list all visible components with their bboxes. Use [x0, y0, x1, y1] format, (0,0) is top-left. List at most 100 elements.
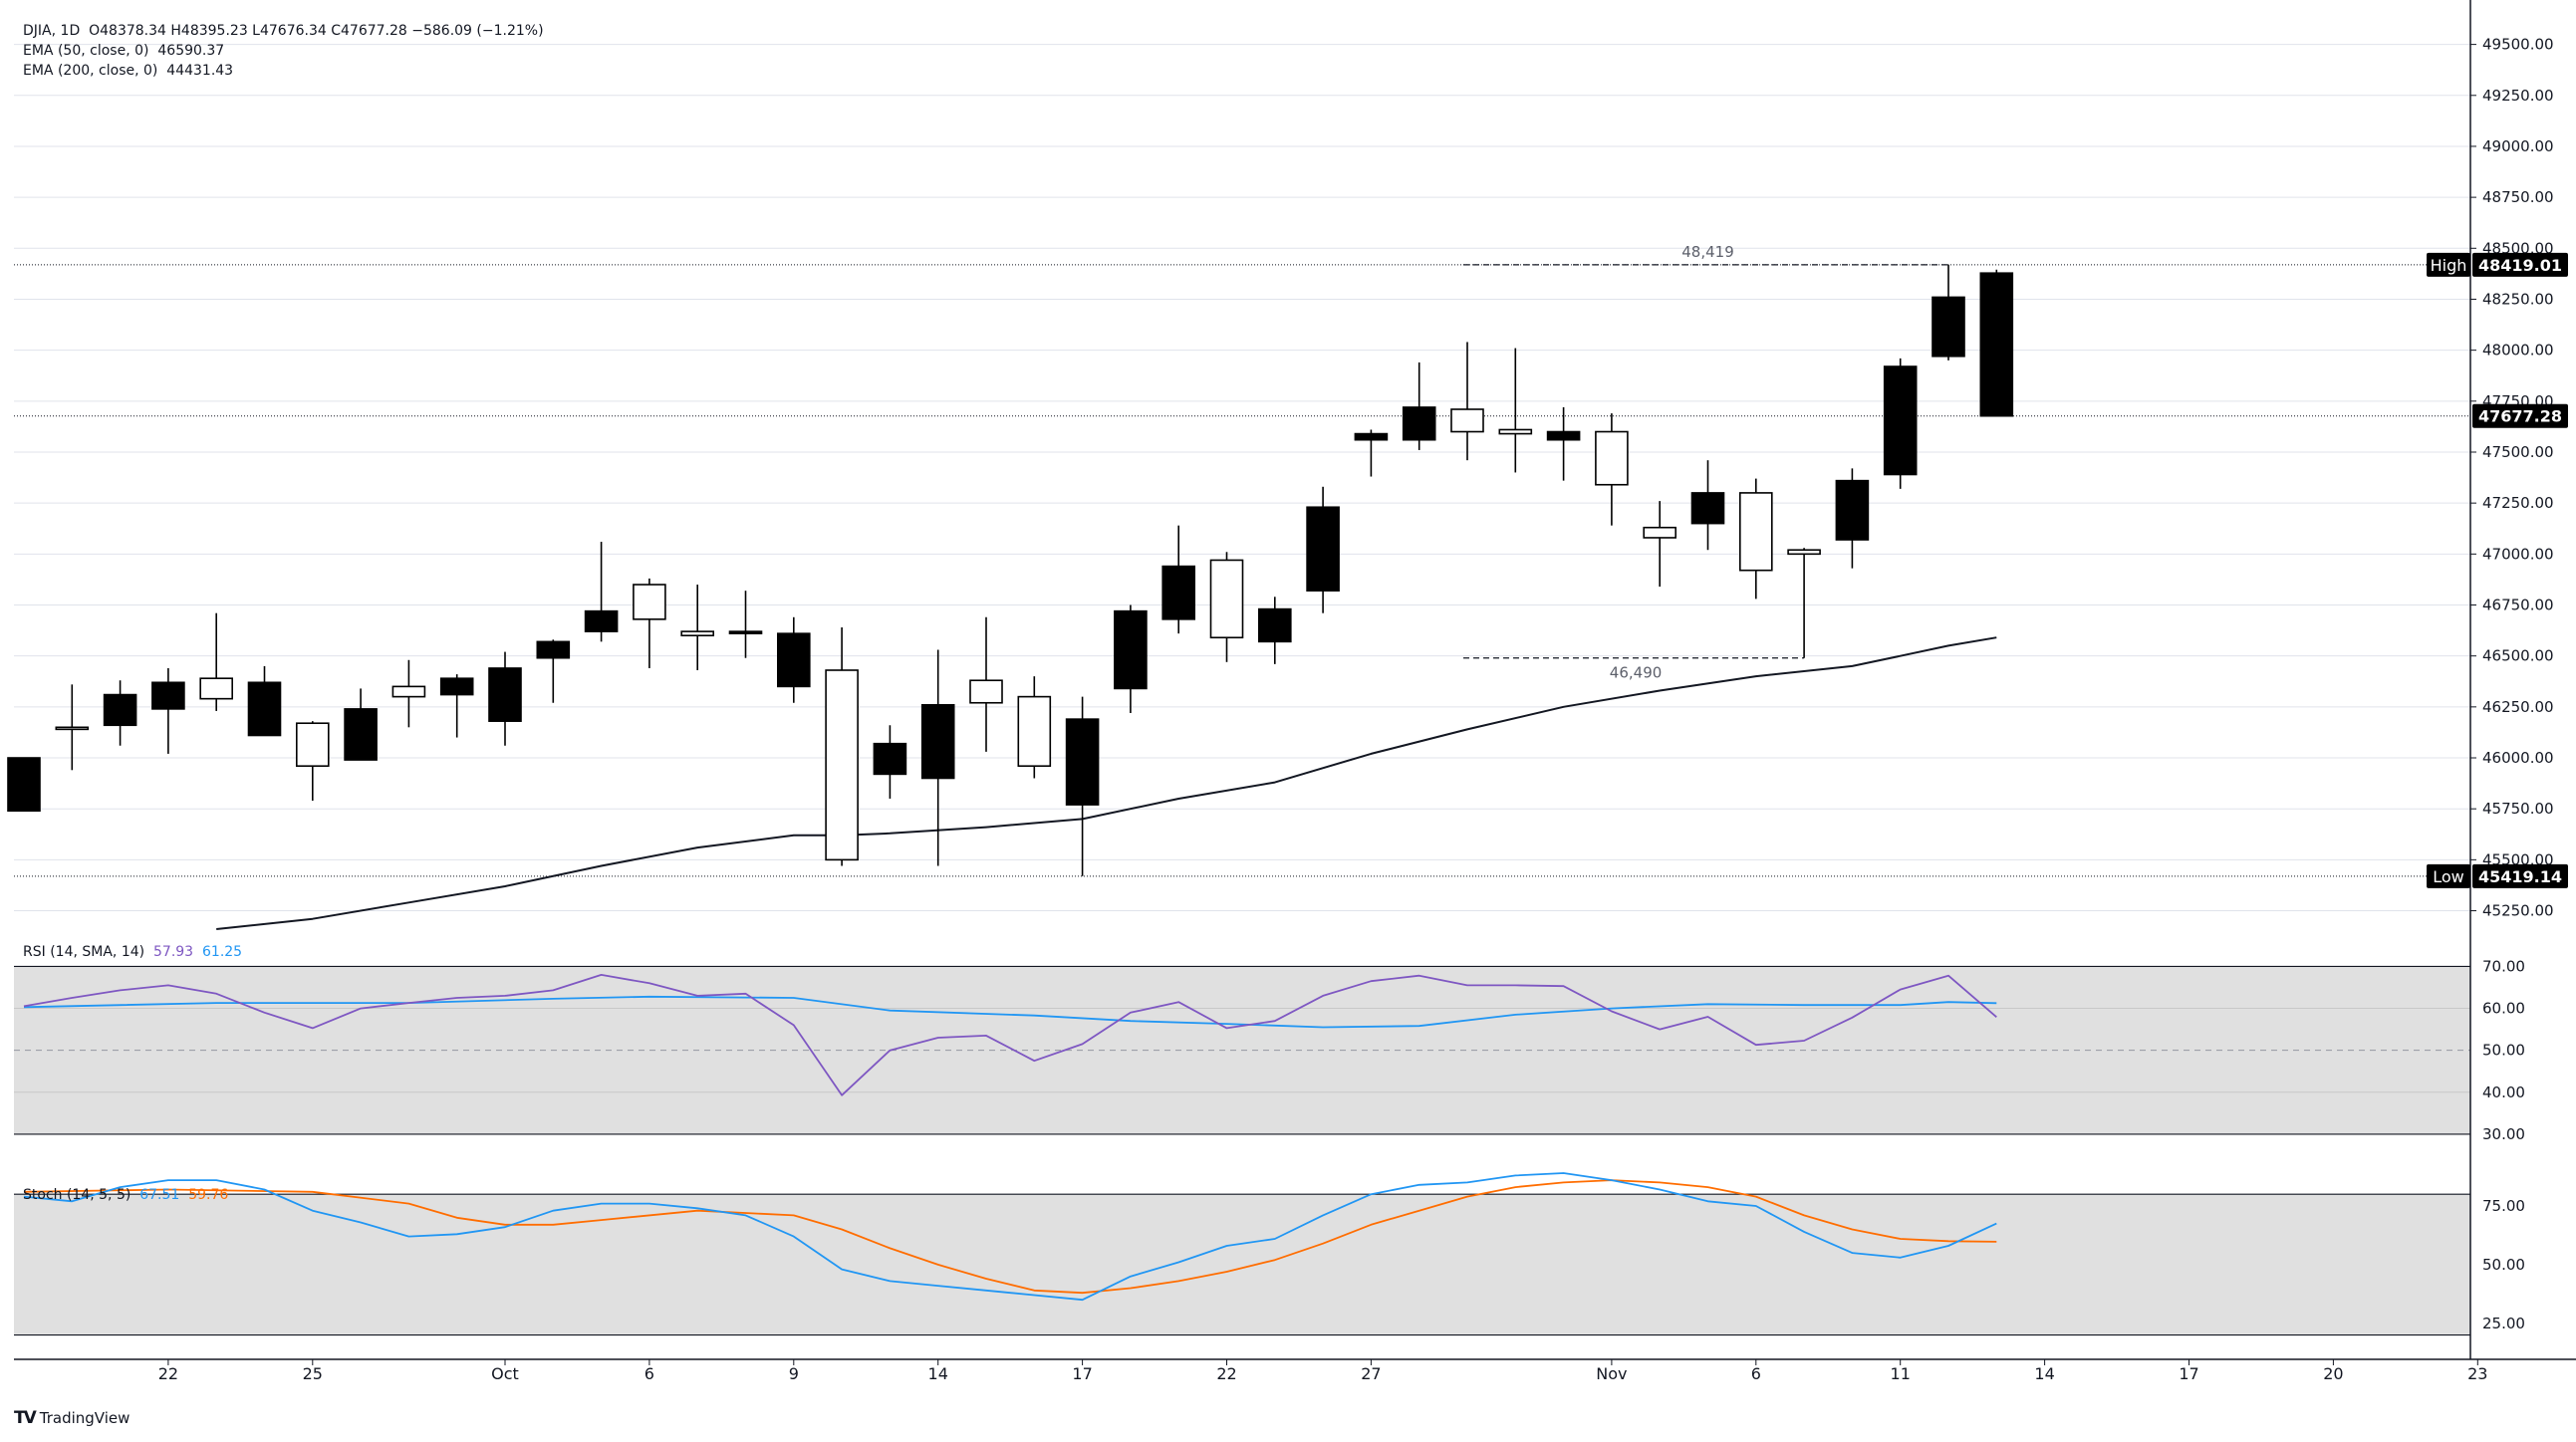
rsi-legend[interactable]: RSI (14, SMA, 14) 57.93 61.25	[23, 942, 242, 962]
low-price-tag: Low 45419.14	[2427, 863, 2568, 888]
candle[interactable]	[633, 578, 666, 668]
candle[interactable]	[1450, 342, 1484, 461]
candle[interactable]	[1498, 348, 1533, 473]
price-tag-bg	[2472, 252, 2568, 277]
candle-body-down	[151, 681, 185, 710]
stoch-tick-label: 25.00	[2482, 1315, 2525, 1332]
candle[interactable]	[247, 665, 282, 737]
ema200-legend: EMA (200, close, 0) 44431.43	[23, 61, 544, 81]
candle[interactable]	[488, 651, 522, 746]
price-tick-label: 49000.00	[2482, 137, 2554, 155]
rsi-panel[interactable]: 70.00 60.00 50.00 40.00 30.00	[14, 957, 2525, 1143]
candle-body-down	[439, 677, 474, 696]
candle-body-up	[680, 630, 715, 637]
candle-body-down	[488, 667, 522, 722]
price-tag-bg	[2472, 863, 2568, 888]
price-tick-label: 46500.00	[2482, 647, 2554, 665]
candle[interactable]	[151, 667, 185, 754]
candle-body-down	[728, 630, 763, 634]
candle[interactable]	[439, 674, 474, 738]
candle[interactable]	[1546, 406, 1581, 481]
candle[interactable]	[1017, 676, 1052, 779]
candle[interactable]	[920, 649, 955, 866]
candle[interactable]	[536, 639, 571, 703]
price-tag-value: 47677.28	[2478, 407, 2562, 426]
candle[interactable]	[103, 680, 137, 746]
candle-body-down	[1114, 609, 1148, 690]
candle[interactable]	[584, 542, 619, 642]
candle[interactable]	[55, 684, 90, 771]
price-tag-label-bg	[2427, 252, 2470, 277]
candle-body-up	[1739, 492, 1773, 572]
candle[interactable]	[1065, 696, 1100, 876]
candle[interactable]	[1258, 597, 1292, 664]
candle[interactable]	[680, 585, 715, 670]
stoch-label: Stoch (14, 5, 5)	[23, 1187, 131, 1203]
candle[interactable]	[1787, 548, 1821, 658]
price-tag-value: 48419.01	[2478, 256, 2562, 275]
candle-body-down	[7, 757, 41, 813]
stoch-d-line	[23, 1179, 1997, 1295]
stoch-legend[interactable]: Stoch (14, 5, 5) 67.51 59.76	[23, 1185, 228, 1205]
rsi-value: 57.93	[153, 944, 194, 960]
candles[interactable]	[7, 264, 2014, 876]
candle[interactable]	[825, 627, 859, 866]
candle[interactable]	[728, 591, 763, 658]
candle[interactable]	[7, 757, 41, 813]
time-tick-label: Oct	[491, 1364, 519, 1383]
candle[interactable]	[1932, 264, 1965, 360]
interval-label: 1D	[60, 23, 81, 39]
main-legend[interactable]: DJIA, 1D O48378.34 H48395.23 L47676.34 C…	[23, 21, 544, 81]
candle[interactable]	[969, 616, 1003, 752]
candle[interactable]	[1690, 460, 1725, 551]
stoch-tick-label: 50.00	[2482, 1256, 2525, 1274]
candle[interactable]	[199, 612, 233, 711]
price-tag-label: High	[2431, 256, 2467, 275]
candle-body-up	[391, 685, 426, 698]
price-tick-label: 46250.00	[2482, 698, 2554, 716]
candle[interactable]	[1979, 269, 2014, 417]
candle[interactable]	[391, 659, 426, 728]
tradingview-logo[interactable]: TV TradingView	[14, 1408, 129, 1428]
rsi-tick-label: 70.00	[2482, 957, 2525, 975]
candle-body-down	[776, 632, 811, 688]
time-tick-label: Nov	[1596, 1364, 1627, 1383]
candle[interactable]	[1161, 525, 1195, 634]
candle-body-down	[1258, 607, 1292, 643]
price-tag-label-bg	[2427, 863, 2470, 888]
candle[interactable]	[1883, 358, 1918, 489]
stoch-panel[interactable]: 75.00 50.00 25.00	[14, 1172, 2525, 1336]
candle[interactable]	[873, 725, 907, 799]
time-tick-label: 22	[1216, 1364, 1236, 1383]
ema50-path	[216, 636, 1997, 930]
candle[interactable]	[1306, 486, 1340, 613]
price-tag-bg	[2472, 403, 2568, 428]
candle[interactable]	[1643, 501, 1676, 588]
price-tick-label: 47500.00	[2482, 443, 2554, 461]
time-tick-label: 9	[789, 1364, 799, 1383]
candle[interactable]	[776, 616, 811, 703]
candle[interactable]	[1835, 468, 1870, 569]
stoch-d-value: 59.76	[188, 1187, 229, 1203]
price-tick-label: 46750.00	[2482, 597, 2554, 614]
price-tag-label: Low	[2433, 867, 2464, 886]
candle-body-down	[1546, 430, 1581, 441]
candle-body-up	[1017, 695, 1052, 768]
rsi-tick-label: 60.00	[2482, 1000, 2525, 1018]
candle[interactable]	[1354, 429, 1389, 477]
candle[interactable]	[1209, 552, 1244, 662]
candle[interactable]	[1595, 413, 1629, 526]
candle[interactable]	[1114, 604, 1148, 713]
time-tick-label: 27	[1361, 1364, 1381, 1383]
ema50-label: EMA (50, close, 0)	[23, 43, 149, 59]
candle-body-up	[295, 722, 330, 768]
range-low-label: 46,490	[1610, 664, 1663, 682]
candle[interactable]	[1402, 361, 1436, 450]
candle[interactable]	[1739, 478, 1773, 600]
time-tick-label: 22	[158, 1364, 178, 1383]
price-tick-label: 49250.00	[2482, 87, 2554, 105]
candle[interactable]	[344, 688, 378, 761]
candle[interactable]	[295, 721, 330, 801]
candle-body-down	[584, 609, 619, 632]
